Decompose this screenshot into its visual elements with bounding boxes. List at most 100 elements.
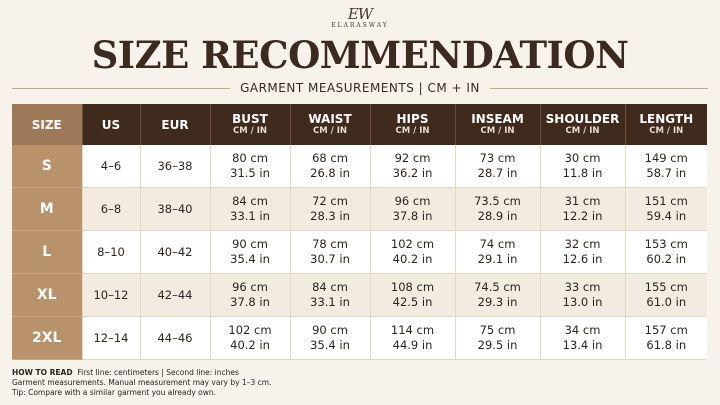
- column-header-size: SIZE: [12, 104, 83, 145]
- hips-cell: 96 cm 37.8 in: [370, 187, 456, 231]
- column-header-waist: WAIST CM / IN: [290, 104, 371, 145]
- column-header-us: US: [82, 104, 141, 145]
- shoulder-in-value: 11.8 in: [562, 166, 603, 180]
- shoulder-cm-value: 33 cm: [564, 280, 601, 294]
- length-in-value: 58.7 in: [646, 166, 687, 180]
- bust-in-value: 35.4 in: [230, 252, 270, 266]
- hips-in-value: 36.2 in: [392, 166, 433, 180]
- shoulder-in-value: 12.6 in: [562, 252, 603, 266]
- length-in-value: 59.4 in: [646, 209, 687, 223]
- shoulder-in-value: 13.4 in: [562, 338, 603, 352]
- bust-in-value: 37.8 in: [230, 295, 270, 309]
- waist-cell: 72 cm 28.3 in: [290, 187, 371, 231]
- brand-monogram: EW: [347, 5, 373, 23]
- hips-in-value: 37.8 in: [392, 209, 433, 223]
- page-title: SIZE RECOMMENDATION: [91, 33, 629, 77]
- hips-cm-value: 114 cm: [390, 323, 435, 337]
- inseam-cm-value: 75 cm: [479, 323, 516, 337]
- inseam-in-value: 29.1 in: [477, 252, 518, 266]
- brand-name: ELARASWAY: [331, 22, 389, 29]
- hips-cell: 114 cm 44.9 in: [370, 316, 456, 360]
- how-to-read: HOW TO READ First line: centimeters | Se…: [12, 368, 271, 378]
- shoulder-cm-value: 32 cm: [564, 237, 601, 251]
- bust-cell: 84 cm 33.1 in: [210, 187, 291, 231]
- column-header-bust: BUST CM / IN: [210, 104, 291, 145]
- column-header-label: WAIST: [308, 112, 352, 126]
- column-header-unit: CM / IN: [233, 126, 267, 136]
- bust-cell: 90 cm 35.4 in: [210, 230, 291, 274]
- measurement-note: Garment measurements. Manual measurement…: [12, 378, 272, 387]
- table-row: M 6–8 38–40 84 cm 33.1 in 72 cm 28.3 in 96 cm 37…: [12, 187, 707, 231]
- inseam-in-value: 29.3 in: [477, 295, 518, 309]
- length-cm-value: 151 cm: [644, 194, 688, 208]
- shoulder-cm-value: 34 cm: [564, 323, 601, 337]
- subtitle-row: GARMENT MEASUREMENTS | CM + IN: [12, 80, 708, 96]
- column-header-eur: EUR: [140, 104, 211, 145]
- bust-cm-value: 80 cm: [232, 151, 268, 165]
- size-cell: S: [12, 145, 83, 188]
- waist-in-value: 28.3 in: [310, 209, 350, 223]
- shoulder-cell: 34 cm 13.4 in: [540, 316, 626, 360]
- column-header-length: LENGTH CM / IN: [625, 104, 707, 145]
- column-header-unit: CM / IN: [565, 126, 600, 136]
- column-header-label: LENGTH: [639, 112, 694, 126]
- inseam-cm-value: 74.5 cm: [474, 280, 521, 294]
- bust-cm-value: 102 cm: [228, 323, 272, 337]
- bust-in-value: 33.1 in: [230, 209, 270, 223]
- inseam-cm-value: 73.5 cm: [474, 194, 521, 208]
- divider-right: [489, 87, 708, 89]
- us-size-cell: 12–14: [82, 316, 141, 360]
- divider-left: [12, 87, 231, 89]
- page-subtitle: GARMENT MEASUREMENTS | CM + IN: [240, 81, 480, 95]
- waist-cm-value: 84 cm: [312, 280, 348, 294]
- eur-size-cell: 42–44: [140, 273, 211, 317]
- waist-in-value: 30.7 in: [310, 252, 350, 266]
- us-size-cell: 4–6: [82, 145, 141, 188]
- hips-in-value: 44.9 in: [392, 338, 433, 352]
- table-row: XL 10–12 42–44 96 cm 37.8 in 84 cm 33.1 in 108 …: [12, 273, 707, 317]
- hips-cm-value: 92 cm: [394, 151, 431, 165]
- column-header-shoulder: SHOULDER CM / IN: [540, 104, 626, 145]
- shoulder-cell: 31 cm 12.2 in: [540, 187, 626, 231]
- length-in-value: 61.0 in: [646, 295, 687, 309]
- column-header-unit: CM / IN: [313, 126, 347, 136]
- waist-in-value: 33.1 in: [310, 295, 350, 309]
- how-to-read-label: HOW TO READ: [12, 368, 73, 377]
- shoulder-in-value: 12.2 in: [562, 209, 603, 223]
- length-cm-value: 153 cm: [644, 237, 688, 251]
- bust-cell: 102 cm 40.2 in: [210, 316, 291, 360]
- waist-cell: 78 cm 30.7 in: [290, 230, 371, 274]
- shoulder-cm-value: 31 cm: [564, 194, 601, 208]
- column-header-unit: CM / IN: [480, 126, 515, 136]
- inseam-cell: 73.5 cm 28.9 in: [455, 187, 541, 231]
- waist-cm-value: 68 cm: [312, 151, 348, 165]
- length-cm-value: 155 cm: [644, 280, 688, 294]
- shoulder-cm-value: 30 cm: [564, 151, 601, 165]
- column-header-inseam: INSEAM CM / IN: [455, 104, 541, 145]
- length-cell: 149 cm 58.7 in: [625, 145, 707, 188]
- size-cell: 2XL: [12, 316, 83, 360]
- notes: HOW TO READ First line: centimeters | Se…: [12, 368, 271, 398]
- column-header-label: SIZE: [31, 117, 62, 132]
- bust-in-value: 40.2 in: [230, 338, 270, 352]
- bust-cell: 80 cm 31.5 in: [210, 145, 291, 188]
- bust-cm-value: 96 cm: [232, 280, 268, 294]
- table-row: S 4–6 36–38 80 cm 31.5 in 68 cm 26.8 in 92 cm 36…: [12, 145, 707, 188]
- hips-in-value: 42.5 in: [392, 295, 433, 309]
- hips-cm-value: 96 cm: [394, 194, 431, 208]
- waist-cm-value: 90 cm: [312, 323, 348, 337]
- hips-cm-value: 108 cm: [390, 280, 435, 294]
- length-cm-value: 157 cm: [644, 323, 688, 337]
- column-header-unit: CM / IN: [649, 126, 684, 136]
- length-cell: 155 cm 61.0 in: [625, 273, 707, 317]
- length-cell: 151 cm 59.4 in: [625, 187, 707, 231]
- us-size-cell: 10–12: [82, 273, 141, 317]
- inseam-cm-value: 74 cm: [479, 237, 516, 251]
- size-cell: XL: [12, 273, 83, 317]
- waist-in-value: 26.8 in: [310, 166, 350, 180]
- eur-size-cell: 40–42: [140, 230, 211, 274]
- inseam-in-value: 28.7 in: [477, 166, 518, 180]
- length-cell: 157 cm 61.8 in: [625, 316, 707, 360]
- eur-size-cell: 38–40: [140, 187, 211, 231]
- bust-cm-value: 84 cm: [232, 194, 268, 208]
